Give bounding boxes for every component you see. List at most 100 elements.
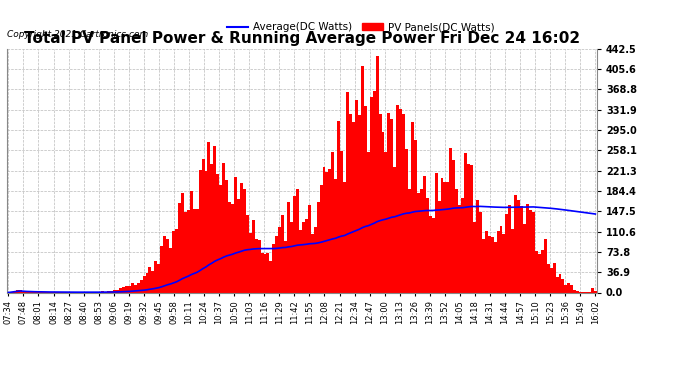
Bar xyxy=(367,152,370,292)
Bar xyxy=(261,253,264,292)
Bar xyxy=(373,91,375,292)
Bar xyxy=(532,212,535,292)
Bar xyxy=(13,291,16,292)
Bar xyxy=(201,159,204,292)
Bar xyxy=(361,66,364,292)
Bar xyxy=(402,114,405,292)
Bar xyxy=(278,226,282,292)
Bar xyxy=(125,286,128,292)
Bar xyxy=(101,291,104,292)
Bar xyxy=(225,180,228,292)
Bar xyxy=(196,209,199,292)
Bar xyxy=(343,182,346,292)
Bar xyxy=(252,220,255,292)
Bar xyxy=(228,202,231,292)
Bar xyxy=(355,100,358,292)
Bar xyxy=(497,231,500,292)
Bar xyxy=(473,222,476,292)
Bar xyxy=(488,236,491,292)
Bar xyxy=(437,201,440,292)
Bar xyxy=(562,279,564,292)
Bar xyxy=(420,189,423,292)
Bar xyxy=(131,283,134,292)
Bar xyxy=(146,273,148,292)
Bar xyxy=(573,290,576,292)
Bar xyxy=(107,291,110,292)
Bar xyxy=(134,285,137,292)
Bar xyxy=(379,114,382,292)
Bar xyxy=(476,200,479,292)
Bar xyxy=(164,236,166,292)
Bar xyxy=(308,205,310,292)
Bar xyxy=(479,212,482,292)
Bar xyxy=(190,191,193,292)
Legend: Average(DC Watts), PV Panels(DC Watts): Average(DC Watts), PV Panels(DC Watts) xyxy=(227,22,495,32)
Bar xyxy=(110,291,113,292)
Bar xyxy=(370,97,373,292)
Bar xyxy=(405,149,408,292)
Bar xyxy=(331,152,335,292)
Bar xyxy=(467,164,470,292)
Bar xyxy=(505,214,509,292)
Bar xyxy=(432,218,435,292)
Bar xyxy=(458,205,461,292)
Bar xyxy=(444,182,446,292)
Bar xyxy=(184,212,187,292)
Bar xyxy=(326,172,328,292)
Bar xyxy=(296,189,299,292)
Bar xyxy=(257,240,261,292)
Bar xyxy=(449,147,453,292)
Bar xyxy=(172,231,175,292)
Bar xyxy=(414,140,417,292)
Bar xyxy=(470,165,473,292)
Bar xyxy=(213,146,217,292)
Bar xyxy=(440,178,444,292)
Bar xyxy=(482,239,485,292)
Bar xyxy=(538,254,541,292)
Bar xyxy=(204,171,208,292)
Bar xyxy=(234,177,237,292)
Bar xyxy=(375,56,379,292)
Bar xyxy=(529,210,532,292)
Bar xyxy=(160,246,164,292)
Title: Total PV Panel Power & Running Average Power Fri Dec 24 16:02: Total PV Panel Power & Running Average P… xyxy=(24,31,580,46)
Bar xyxy=(423,176,426,292)
Bar xyxy=(148,267,151,292)
Bar xyxy=(514,195,518,292)
Bar xyxy=(364,106,367,292)
Bar xyxy=(151,271,155,292)
Bar xyxy=(222,163,225,292)
Bar xyxy=(541,251,544,292)
Bar xyxy=(435,173,437,292)
Bar xyxy=(314,226,317,292)
Bar xyxy=(155,261,157,292)
Bar xyxy=(384,152,387,292)
Bar xyxy=(455,189,458,292)
Bar xyxy=(396,105,400,292)
Bar xyxy=(576,291,579,292)
Bar xyxy=(275,236,278,292)
Bar xyxy=(122,288,125,292)
Bar xyxy=(464,153,467,292)
Bar xyxy=(175,229,178,292)
Bar xyxy=(328,168,331,292)
Bar xyxy=(491,237,493,292)
Bar xyxy=(571,285,573,292)
Bar xyxy=(305,219,308,292)
Bar xyxy=(169,248,172,292)
Bar xyxy=(19,290,21,292)
Bar xyxy=(143,276,146,292)
Bar xyxy=(594,291,597,292)
Bar xyxy=(273,244,275,292)
Bar xyxy=(349,114,352,292)
Bar xyxy=(346,92,349,292)
Bar xyxy=(240,183,243,292)
Bar xyxy=(417,193,420,292)
Bar xyxy=(322,167,326,292)
Bar xyxy=(217,174,219,292)
Bar xyxy=(181,193,184,292)
Bar xyxy=(500,226,502,292)
Bar xyxy=(310,234,314,292)
Bar xyxy=(219,185,222,292)
Bar xyxy=(264,255,266,292)
